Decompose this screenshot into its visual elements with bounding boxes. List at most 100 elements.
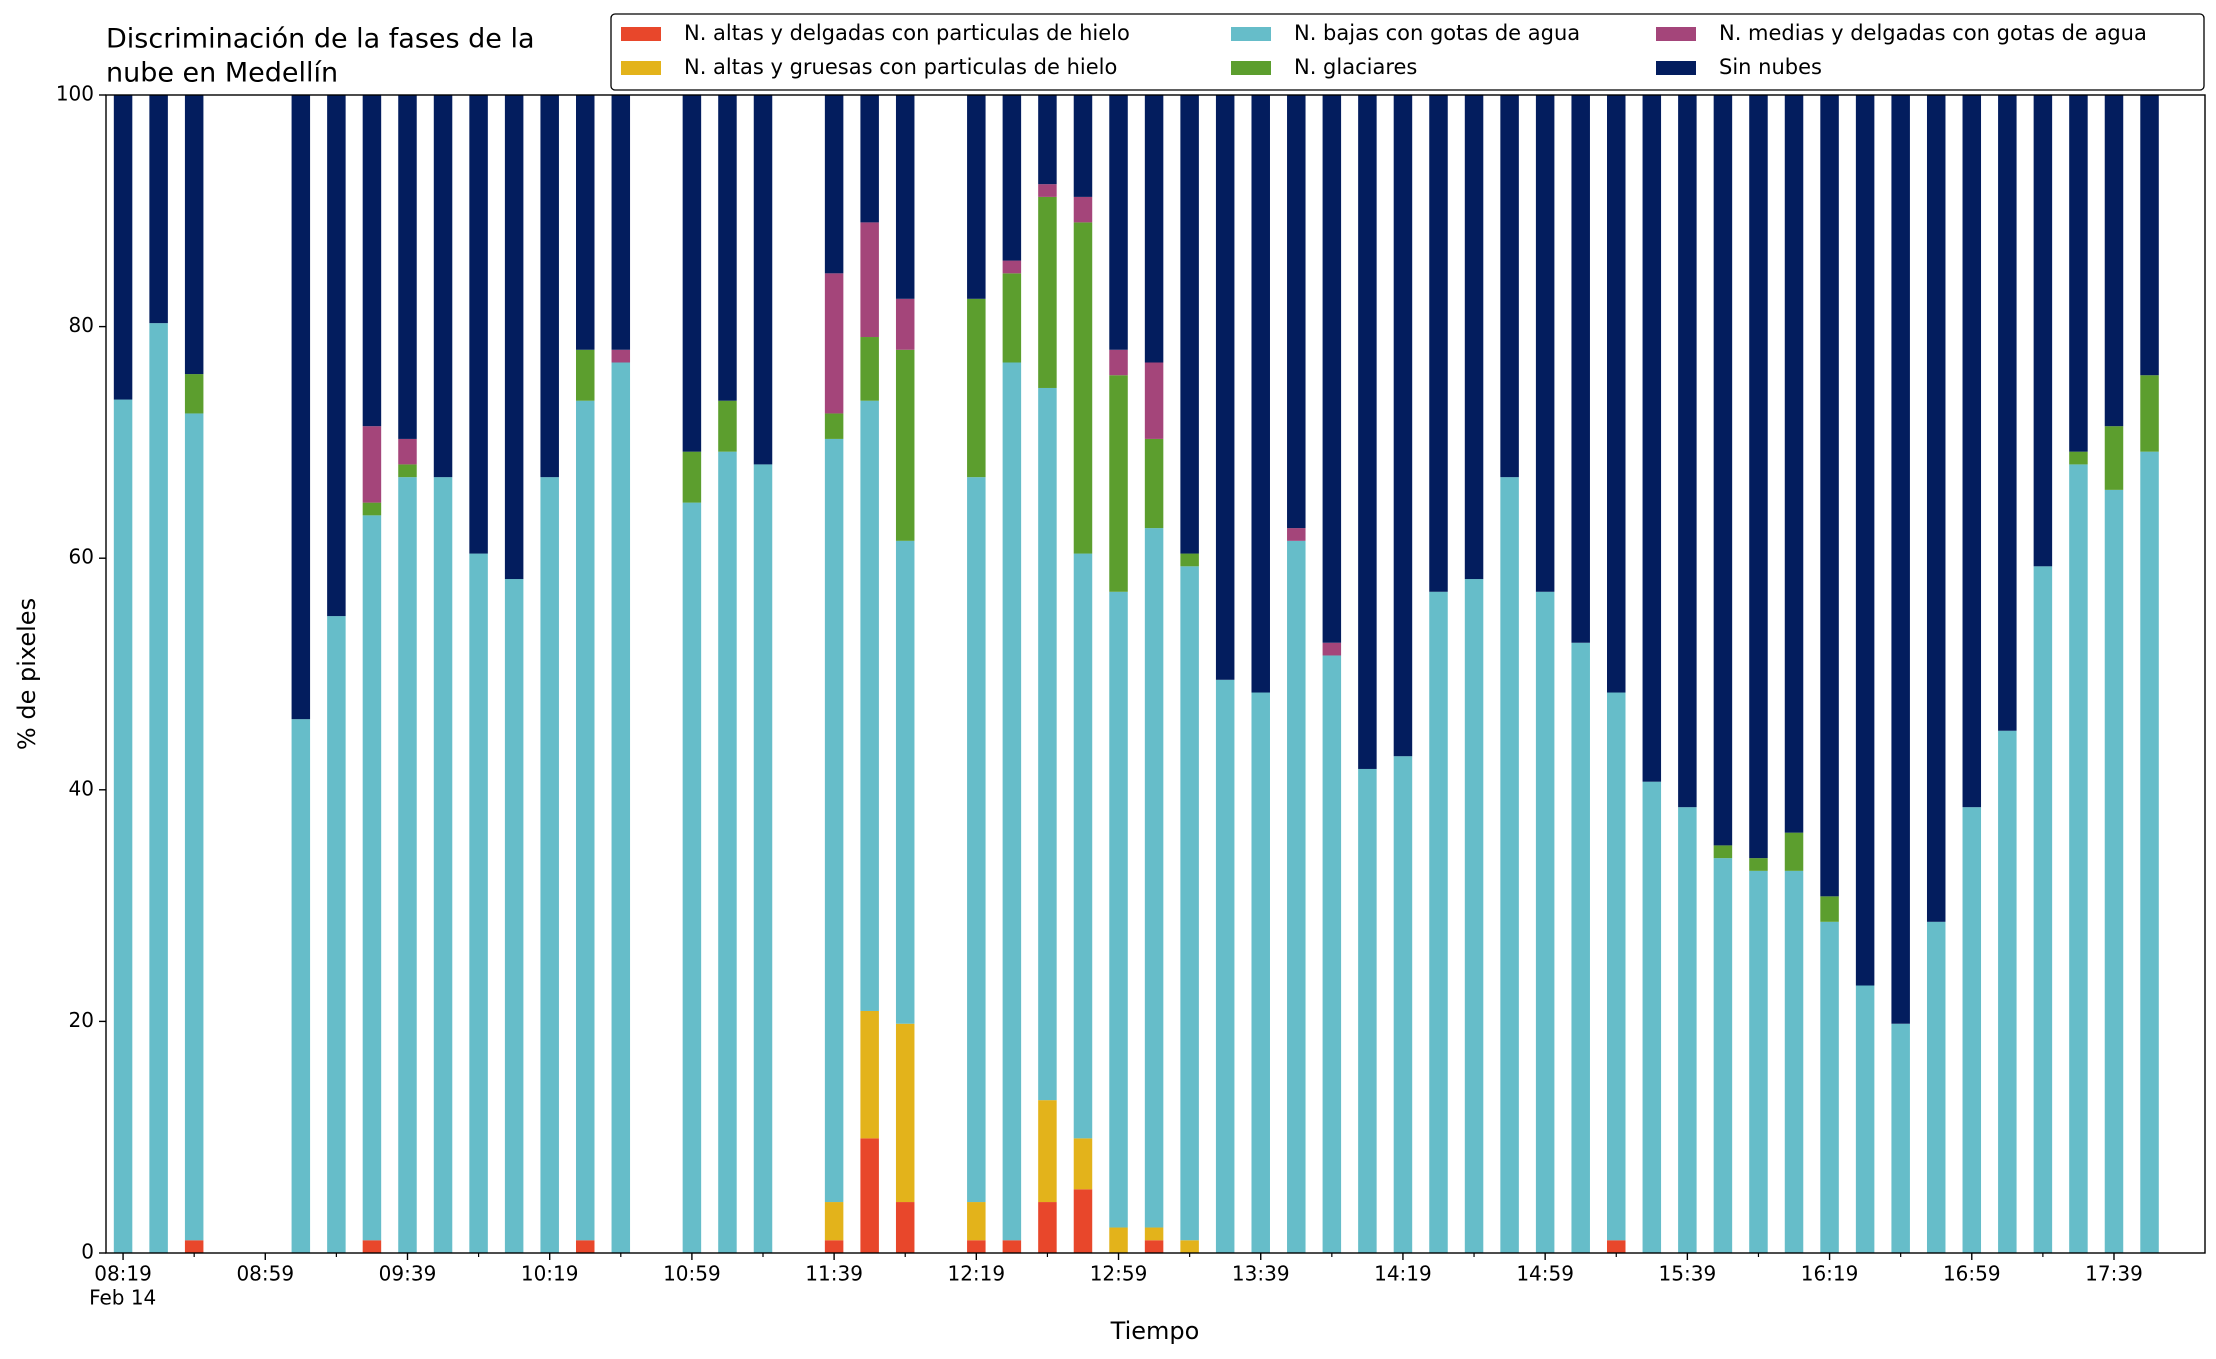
- bar-segment: [184, 95, 204, 375]
- bar-segment: [1038, 184, 1057, 197]
- bar-segment: [1322, 95, 1342, 643]
- bar-segment: [753, 464, 773, 1254]
- legend-label: N. bajas con gotas de agua: [1294, 21, 1580, 45]
- bar-segment: [1678, 807, 1697, 1253]
- bar-segment: [149, 95, 168, 324]
- bar-segment: [1749, 858, 1768, 871]
- bar-segment: [1855, 95, 1875, 986]
- legend-label: N. glaciares: [1294, 55, 1417, 79]
- bar-segment: [1713, 845, 1733, 859]
- bar-segment: [362, 515, 382, 1241]
- bar-segment: [1287, 95, 1306, 529]
- bar-segment: [824, 273, 844, 414]
- bar-segment: [1002, 362, 1022, 1241]
- bar-segment: [967, 477, 986, 1203]
- bar-segment: [895, 298, 915, 350]
- bar-segment: [1002, 273, 1022, 363]
- bar-segment: [1642, 95, 1662, 782]
- bar-segment: [184, 1240, 204, 1253]
- bar-segment: [291, 95, 311, 720]
- legend-box: [610, 13, 2205, 91]
- bar-segment: [895, 1202, 915, 1253]
- bar-segment: [1144, 1240, 1164, 1253]
- bar-segment: [1215, 95, 1235, 680]
- bar-segment: [718, 400, 737, 452]
- bar-segment: [1144, 1227, 1164, 1241]
- x-tick-label: 14:19: [1374, 1262, 1432, 1286]
- bar-segment: [1109, 349, 1128, 376]
- bar-segment: [1713, 95, 1733, 846]
- x-tick-label: 10:59: [663, 1262, 721, 1286]
- bar-segment: [1500, 95, 1519, 478]
- bar-segment: [611, 95, 631, 350]
- bar-segment: [327, 95, 346, 617]
- bar-segment: [1358, 95, 1377, 769]
- bar-segment: [575, 400, 595, 1241]
- bar-segment: [469, 553, 488, 1253]
- bar-segment: [1180, 1240, 1199, 1253]
- bar-segment: [1998, 95, 2017, 731]
- bar-segment: [540, 477, 559, 1253]
- bar-segment: [1038, 1202, 1057, 1253]
- bar-segment: [2104, 489, 2124, 1253]
- bar-segment: [967, 95, 986, 299]
- bar-segment: [327, 616, 346, 1253]
- bar-segment: [1109, 95, 1128, 350]
- bar-segment: [1571, 642, 1590, 1253]
- y-tick-label: 0: [81, 1240, 94, 1264]
- bar-segment: [860, 95, 879, 223]
- bar-segment: [1891, 1023, 1910, 1253]
- x-tick-label: 14:59: [1516, 1262, 1574, 1286]
- bar-segment: [1393, 756, 1413, 1253]
- bar-segment: [895, 1023, 915, 1203]
- y-tick-label: 40: [69, 776, 94, 800]
- bar-segment: [1962, 95, 1982, 808]
- bar-segment: [2069, 464, 2088, 1254]
- bar-segment: [718, 451, 737, 1253]
- chart-title: nube en Medellín: [106, 58, 338, 89]
- bar-segment: [824, 438, 844, 1203]
- legend-label: N. medias y delgadas con gotas de agua: [1719, 21, 2147, 45]
- y-tick-label: 20: [69, 1008, 94, 1032]
- bar-segment: [2140, 375, 2159, 452]
- bar-segment: [1393, 95, 1413, 757]
- bar-segment: [860, 1010, 879, 1139]
- bar-segment: [2033, 95, 2053, 567]
- bar-segment: [824, 1240, 844, 1253]
- bar-segment: [1998, 730, 2017, 1253]
- bar-segment: [895, 540, 915, 1024]
- bar-segment: [362, 95, 382, 427]
- bar-segment: [1251, 95, 1270, 693]
- bar-segment: [1500, 477, 1519, 1253]
- bar-segment: [362, 426, 382, 503]
- legend-swatch: [1656, 27, 1696, 41]
- bar-segment: [895, 349, 915, 541]
- bar-segment: [1215, 679, 1235, 1253]
- bar-segment: [504, 95, 524, 580]
- x-tick-label: 08:59: [236, 1262, 294, 1286]
- x-tick-label: 15:39: [1659, 1262, 1717, 1286]
- bar-segment: [1002, 260, 1022, 274]
- bar-segment: [504, 579, 524, 1253]
- bar-segment: [1642, 781, 1662, 1253]
- bar-segment: [1962, 807, 1982, 1253]
- bar-segment: [2140, 95, 2159, 376]
- bar-segment: [149, 323, 168, 1254]
- bar-segment: [895, 95, 915, 299]
- bar-segment: [1144, 438, 1164, 529]
- bar-segment: [1820, 896, 1839, 922]
- bar-segment: [682, 451, 702, 503]
- bar-segment: [1002, 1240, 1022, 1253]
- x-tick-label: 11:39: [805, 1262, 863, 1286]
- bar-segment: [1749, 95, 1768, 859]
- bar-segment: [398, 95, 417, 439]
- legend-label: N. altas y gruesas con particulas de hie…: [684, 55, 1117, 79]
- bar-segment: [1287, 540, 1306, 1253]
- bar-segment: [1926, 95, 1946, 922]
- bar-segment: [1180, 95, 1199, 554]
- x-tick-label: 08:19: [94, 1262, 152, 1286]
- bar-segment: [1784, 95, 1804, 833]
- bar-segment: [860, 400, 879, 1011]
- bar-segment: [1322, 655, 1342, 1253]
